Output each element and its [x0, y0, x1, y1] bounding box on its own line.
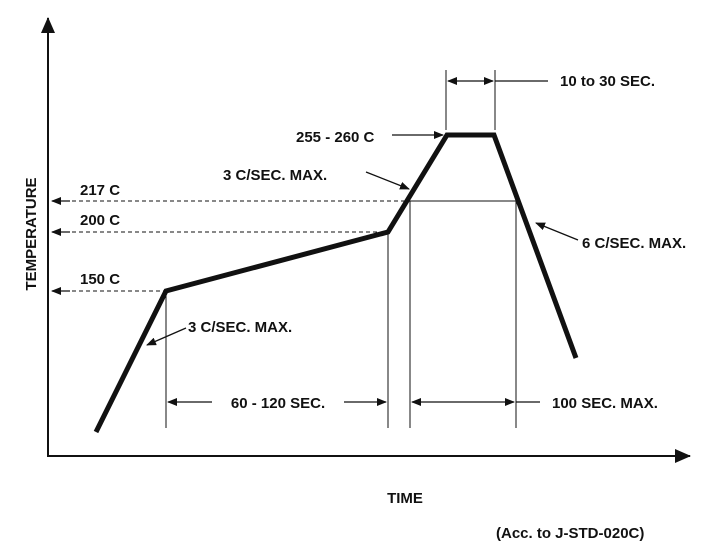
standard-footnote: (Acc. to J-STD-020C)	[496, 525, 644, 542]
reflow-ramp-arrow	[365, 171, 410, 190]
y-axis-label: TEMPERATURE	[23, 177, 40, 290]
soak-time-label: 60 - 120 SEC.	[231, 395, 325, 412]
temp-label-200: 200 C	[80, 212, 120, 229]
temp-label-150: 150 C	[80, 271, 120, 288]
reflow-profile-curve	[93, 132, 579, 434]
ramp-down-arrow	[535, 222, 579, 241]
reflow-ramp-label: 3 C/SEC. MAX.	[223, 167, 327, 184]
peak-temp-label: 255 - 260 C	[296, 129, 375, 146]
x-axis-label: TIME	[387, 490, 423, 507]
peak-time-label: 10 to 30 SEC.	[560, 73, 655, 90]
preheat-ramp-arrow	[146, 327, 187, 346]
preheat-ramp-label: 3 C/SEC. MAX.	[188, 319, 292, 336]
temp-label-217: 217 C	[80, 182, 120, 199]
above-liquidus-label: 100 SEC. MAX.	[552, 395, 658, 412]
ramp-down-label: 6 C/SEC. MAX.	[582, 235, 686, 252]
